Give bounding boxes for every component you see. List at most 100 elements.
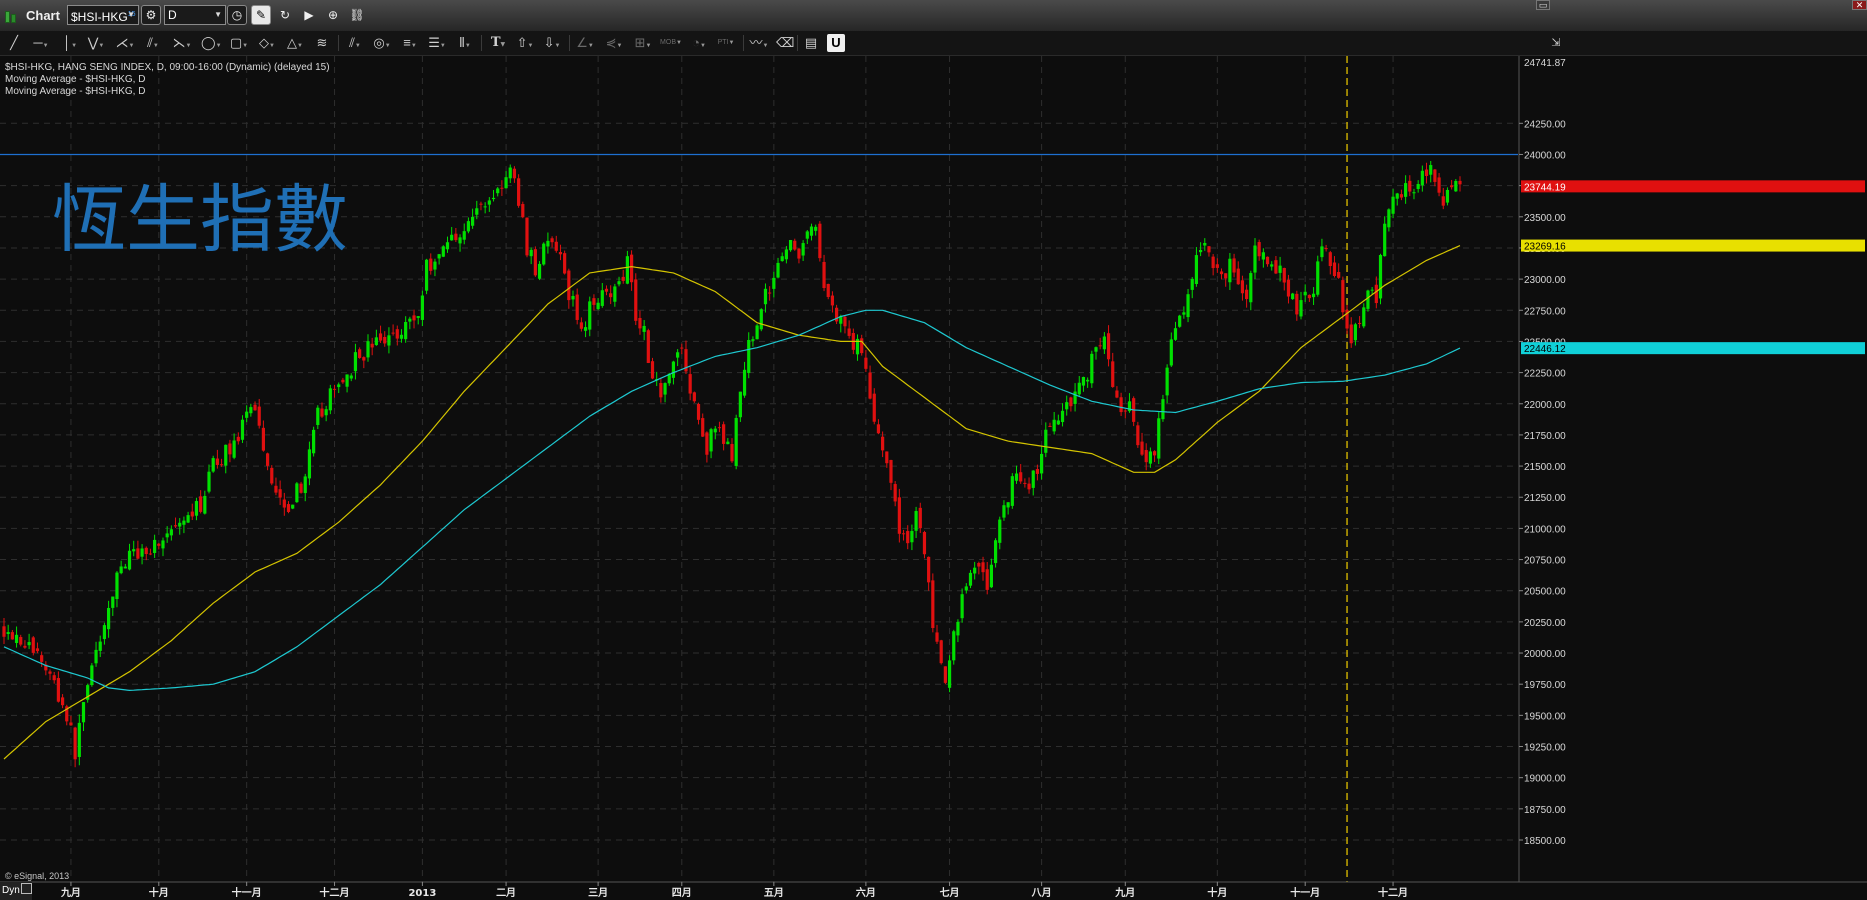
candle-body bbox=[822, 261, 826, 288]
candle-body bbox=[1215, 264, 1219, 268]
fibonacci-extension-tool-icon[interactable]: ☰▼ bbox=[428, 35, 446, 50]
candle-up bbox=[232, 433, 236, 460]
speed-lines-tool-icon[interactable]: ⋋▼ bbox=[172, 35, 192, 50]
candle-body bbox=[1161, 399, 1165, 420]
candle-body bbox=[1337, 271, 1341, 278]
candle-up bbox=[483, 202, 487, 214]
dynamic-mode-toggle[interactable]: Dyn bbox=[0, 882, 32, 900]
pti-tool-icon[interactable]: PTI▼ bbox=[717, 39, 735, 46]
candle-body bbox=[416, 316, 420, 318]
candle-body bbox=[1357, 322, 1362, 324]
comment-tool-icon[interactable]: ▤ bbox=[804, 35, 818, 50]
candle-up bbox=[596, 298, 600, 311]
candle-body bbox=[470, 216, 475, 226]
symbol-settings-button[interactable]: ⚙ bbox=[141, 5, 161, 25]
time-template-button[interactable]: ◷ bbox=[227, 5, 247, 25]
candle-down bbox=[362, 356, 366, 369]
magnet-snap-icon[interactable]: U bbox=[827, 34, 845, 52]
gann-fan-tool-icon[interactable]: ⋌▼ bbox=[115, 35, 135, 50]
rectangle-tool-icon[interactable]: ▢▼ bbox=[229, 35, 249, 50]
candle-up bbox=[295, 482, 299, 503]
link-button[interactable]: ⛓ bbox=[347, 5, 367, 25]
candle-down bbox=[684, 340, 688, 375]
polyline-tool-icon[interactable]: ⋁▼ bbox=[87, 35, 105, 50]
arrow-up-tool-icon[interactable]: ⇧▼ bbox=[516, 35, 534, 50]
candle-body bbox=[102, 625, 107, 640]
candle-body bbox=[1307, 294, 1311, 299]
wave-tool-icon[interactable]: 〰▼ bbox=[749, 35, 769, 50]
grid-tool-icon[interactable]: ⊞▼ bbox=[634, 35, 652, 50]
fibonacci-circles-tool-icon[interactable]: ◎▼ bbox=[373, 35, 391, 50]
candle-down bbox=[847, 320, 851, 339]
candle-down bbox=[157, 542, 161, 550]
candle-down bbox=[2, 618, 6, 644]
mob-tool-icon[interactable]: MOB▼ bbox=[660, 39, 682, 46]
candle-body bbox=[73, 727, 77, 760]
candle-body bbox=[1341, 280, 1345, 313]
vertical-line-tool-icon[interactable]: │▼ bbox=[62, 35, 78, 50]
candle-body bbox=[1010, 476, 1014, 506]
price-axis-label: 20750.00 bbox=[1524, 556, 1566, 567]
triangle-tool-icon[interactable]: △▼ bbox=[287, 35, 303, 50]
andrews-pitchfork-tool-icon[interactable]: ⋞▼ bbox=[605, 35, 623, 50]
candle-body bbox=[291, 504, 295, 509]
candle-down bbox=[550, 236, 554, 248]
trend-line-tool-icon[interactable]: ╱ bbox=[10, 35, 18, 50]
fibonacci-time-tool-icon[interactable]: ⦀▼ bbox=[459, 35, 471, 50]
candle-body bbox=[190, 511, 194, 517]
eraser-tool-icon[interactable]: ⌫ bbox=[776, 35, 795, 50]
candle-up bbox=[1416, 180, 1420, 193]
candle-body bbox=[1391, 196, 1395, 214]
interval-selector[interactable]: D ▼ bbox=[164, 5, 226, 25]
draw-mode-button[interactable]: ✎ bbox=[251, 5, 271, 25]
fibonacci-retracement-tool-icon[interactable]: ≡▼ bbox=[403, 35, 417, 50]
time-axis-label: 六月 bbox=[856, 886, 876, 899]
candle-up bbox=[127, 543, 132, 571]
ellipse-tool-icon[interactable]: ◯▼ bbox=[201, 35, 222, 50]
candle-up bbox=[973, 561, 977, 580]
candle-up bbox=[952, 629, 956, 665]
time-axis-label: 四月 bbox=[672, 887, 692, 899]
close-window-button[interactable]: ✕ bbox=[1852, 0, 1867, 10]
candle-up bbox=[1060, 403, 1065, 427]
candle-down bbox=[1245, 284, 1249, 308]
candle-up bbox=[742, 361, 747, 398]
zoom-button[interactable]: ⊕ bbox=[323, 5, 343, 25]
chart-annotation-text[interactable]: 恆生指數 bbox=[52, 177, 348, 263]
candle-body bbox=[433, 261, 437, 270]
candle-up bbox=[617, 276, 621, 287]
candle-down bbox=[69, 715, 73, 726]
candle-down bbox=[1132, 396, 1136, 427]
symbol-selector[interactable]: $HSI-HKG15 ▼ bbox=[67, 5, 139, 25]
arrow-down-tool-icon[interactable]: ⇩▼ bbox=[543, 35, 561, 50]
restore-window-button[interactable]: ▭ bbox=[1536, 0, 1550, 10]
candle-body bbox=[127, 550, 132, 570]
text-tool-icon[interactable]: T▼ bbox=[490, 35, 506, 50]
candle-body bbox=[6, 632, 10, 635]
cycle-tool-icon[interactable]: ◔▼ bbox=[692, 35, 706, 50]
horizontal-line-tool-icon[interactable]: ─▼ bbox=[33, 35, 49, 50]
candle-body bbox=[1052, 419, 1056, 432]
angle-tool-icon[interactable]: ∠▼ bbox=[576, 35, 594, 50]
candle-down bbox=[1098, 337, 1102, 350]
toolbar-options-icon[interactable]: ⇲ bbox=[1551, 37, 1561, 49]
candle-body bbox=[69, 722, 73, 726]
channel-tool-icon[interactable]: ⫽▼ bbox=[147, 35, 159, 50]
parallel-lines-tool-icon[interactable]: ≋ bbox=[316, 35, 328, 50]
eraser-shape-tool-icon[interactable]: ◇▼ bbox=[259, 35, 275, 50]
candle-up bbox=[1006, 502, 1010, 515]
refresh-button[interactable]: ↻ bbox=[275, 5, 295, 25]
candle-up bbox=[316, 405, 320, 430]
candle-body bbox=[1303, 291, 1307, 296]
price-chart[interactable]: 18500.00 18750.00 19000.00 19250.00 19500.00… bbox=[0, 56, 1867, 900]
candle-body bbox=[592, 298, 596, 305]
candle-body bbox=[165, 533, 169, 538]
candle-down bbox=[1374, 276, 1378, 309]
fibonacci-lines-tool-icon[interactable]: ⫽▼ bbox=[349, 35, 361, 50]
candle-body bbox=[935, 632, 939, 642]
candle-body bbox=[458, 237, 462, 244]
candle-down bbox=[73, 726, 77, 768]
play-button[interactable]: ▶ bbox=[299, 5, 319, 25]
candle-body bbox=[1048, 425, 1052, 427]
candle-down bbox=[1357, 316, 1362, 329]
